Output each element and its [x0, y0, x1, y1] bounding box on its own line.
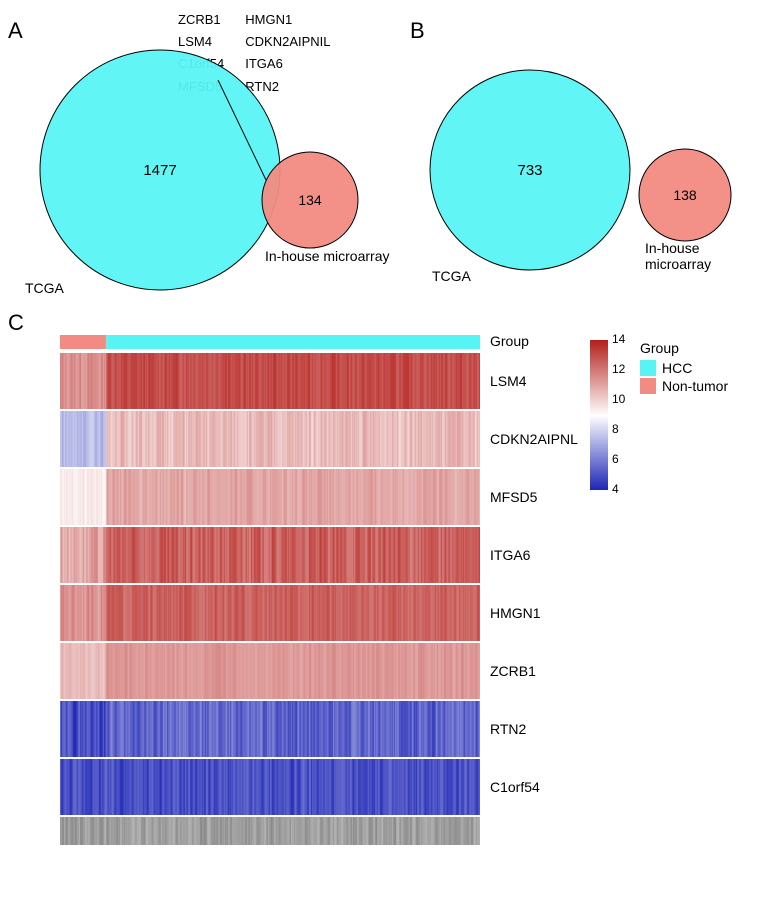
- heatmap-row-label: CDKN2AIPNL: [490, 431, 578, 447]
- heatmap-row-label: LSM4: [490, 373, 527, 389]
- venn-count-tcga: 733: [517, 162, 542, 179]
- legend-item: Non-tumor: [640, 378, 728, 394]
- heatmap-row-label: HMGN1: [490, 605, 541, 621]
- heatmap-row: [60, 585, 480, 641]
- group-legend: Group HCC Non-tumor: [640, 340, 728, 396]
- venn-a-set2-label: In-house microarray: [265, 248, 390, 264]
- heatmap-row-label: ITGA6: [490, 547, 530, 563]
- color-scale-bar: [590, 340, 608, 490]
- legend-swatch: [640, 378, 656, 394]
- venn-a-set1-label: TCGA: [25, 280, 64, 296]
- heatmap-row: [60, 643, 480, 699]
- legend-label: HCC: [662, 360, 692, 376]
- color-scale: 468101214: [590, 340, 638, 490]
- heatmap-row: [60, 527, 480, 583]
- color-scale-tick: 12: [612, 362, 625, 376]
- heatmap-row-label: ZCRB1: [490, 663, 536, 679]
- heatmap-row-label: C1orf54: [490, 779, 540, 795]
- heatmap-group-bar: [60, 335, 480, 349]
- heatmap: GroupLSM4CDKN2AIPNLMFSD5ITGA6HMGN1ZCRB1R…: [60, 335, 480, 845]
- heatmap-sample-bar: [60, 817, 480, 845]
- color-scale-tick: 10: [612, 392, 625, 406]
- heatmap-group-label: Group: [490, 333, 529, 349]
- heatmap-row: [60, 411, 480, 467]
- color-scale-tick: 6: [612, 452, 619, 466]
- heatmap-row-label: MFSD5: [490, 489, 537, 505]
- heatmap-row: [60, 353, 480, 409]
- figure-root: A B C ZCRB1HMGN1 LSM4CDKN2AIPNIL C1orf54…: [0, 0, 765, 917]
- group-legend-title: Group: [640, 340, 728, 356]
- color-scale-tick: 4: [612, 482, 619, 496]
- color-scale-tick: 8: [612, 422, 619, 436]
- heatmap-row: [60, 469, 480, 525]
- legend-label: Non-tumor: [662, 378, 728, 394]
- legend-item: HCC: [640, 360, 728, 376]
- heatmap-row-label: RTN2: [490, 721, 526, 737]
- venn-b-set2-label: In-house microarray: [645, 240, 765, 272]
- venn-count-tcga: 1477: [143, 162, 176, 179]
- venn-b-set1-label: TCGA: [432, 268, 471, 284]
- heatmap-row: [60, 701, 480, 757]
- venn-b: 733 138: [420, 20, 760, 320]
- venn-count-inhouse: 134: [298, 192, 322, 208]
- venn-count-inhouse: 138: [673, 187, 697, 203]
- venn-a: 1477 134: [20, 20, 380, 320]
- legend-swatch: [640, 360, 656, 376]
- heatmap-row: [60, 759, 480, 815]
- color-scale-tick: 14: [612, 332, 625, 346]
